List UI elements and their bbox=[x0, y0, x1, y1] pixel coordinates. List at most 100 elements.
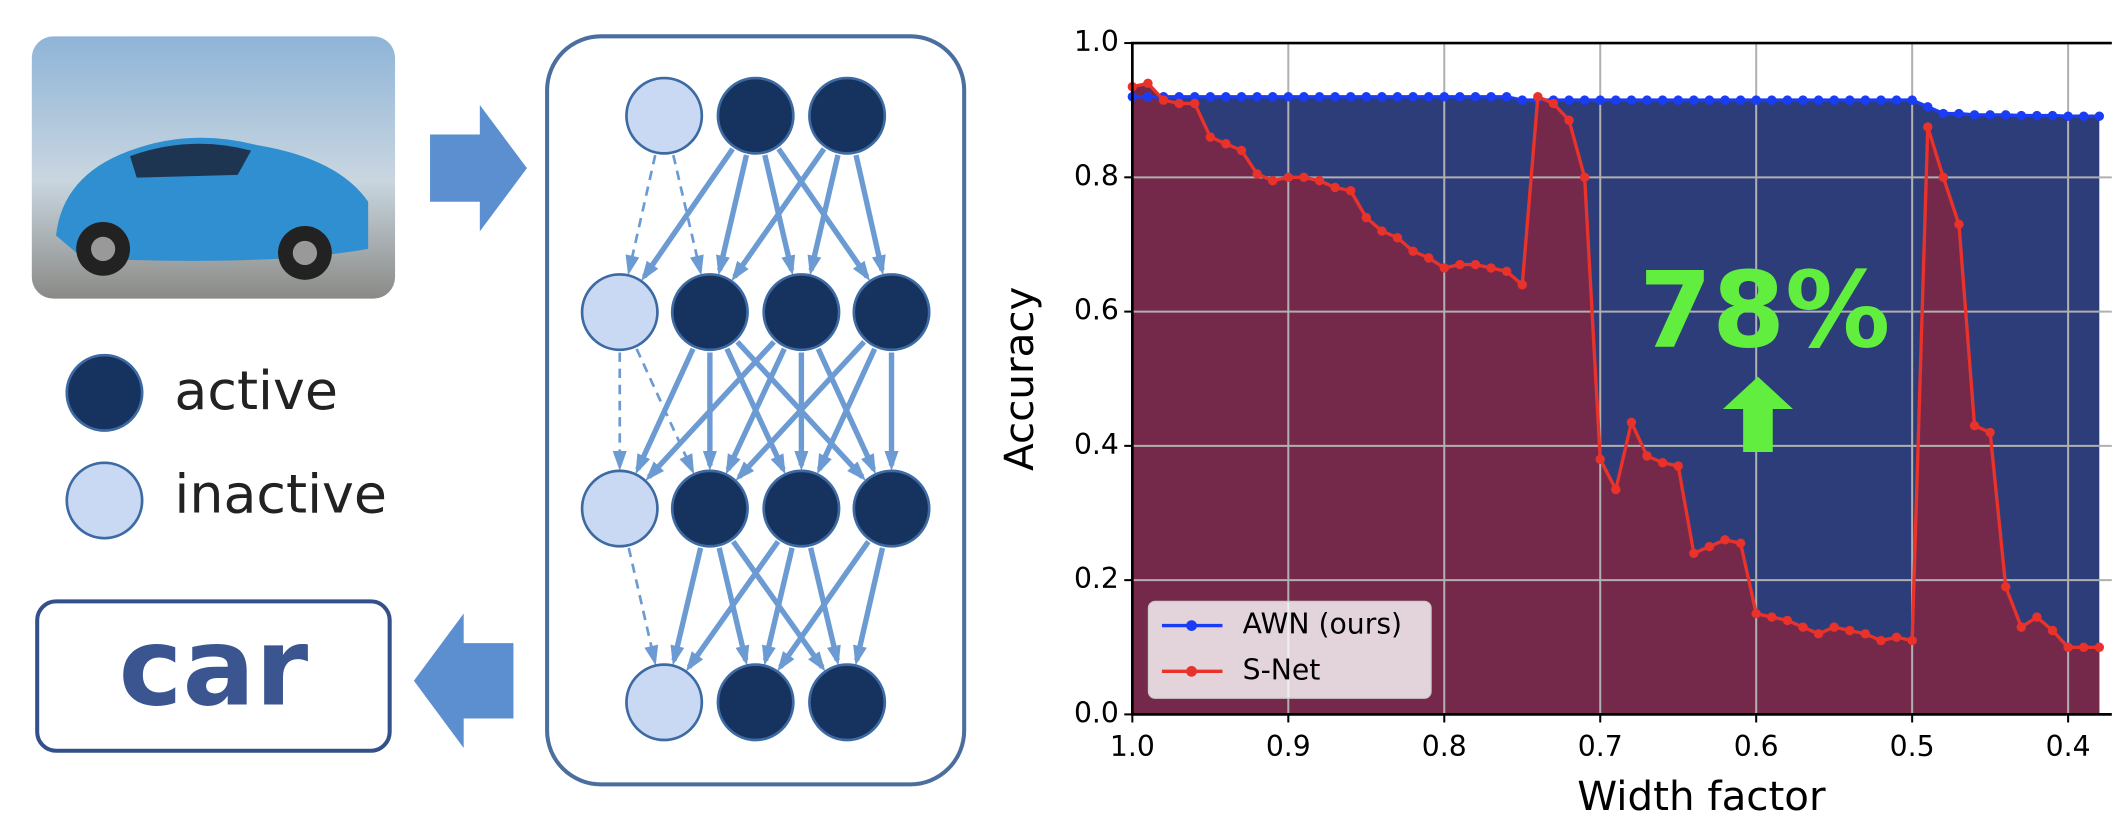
point bbox=[1673, 461, 1683, 471]
point bbox=[1314, 175, 1325, 186]
y-tick-label: 0.0 bbox=[1074, 696, 1119, 729]
point bbox=[1735, 95, 1746, 105]
point bbox=[1252, 92, 1262, 102]
input-image bbox=[31, 36, 396, 299]
edge bbox=[627, 154, 657, 271]
edge-head bbox=[884, 450, 899, 471]
point bbox=[1954, 108, 1964, 119]
point bbox=[1954, 219, 1964, 230]
inactive-node bbox=[580, 469, 659, 548]
point bbox=[1533, 92, 1543, 102]
point bbox=[1283, 172, 1294, 183]
point bbox=[1299, 92, 1309, 102]
point bbox=[1657, 457, 1668, 468]
edge-head bbox=[808, 651, 826, 672]
point bbox=[1236, 145, 1247, 156]
point bbox=[1751, 608, 1761, 619]
point bbox=[1907, 635, 1917, 646]
point bbox=[1517, 95, 1527, 105]
edge bbox=[816, 347, 878, 471]
point bbox=[2079, 111, 2089, 121]
edge bbox=[853, 154, 885, 271]
point bbox=[1330, 92, 1340, 102]
x-axis-label: Width factor bbox=[1577, 773, 1826, 818]
active-label: active bbox=[174, 359, 338, 422]
legend-active-dot bbox=[65, 353, 144, 432]
point bbox=[1190, 98, 1200, 109]
point bbox=[1938, 108, 1949, 119]
point bbox=[1969, 110, 1980, 120]
point bbox=[1423, 253, 1434, 263]
point bbox=[1876, 95, 1886, 105]
point bbox=[1611, 484, 1621, 495]
edge bbox=[762, 547, 795, 662]
point bbox=[1501, 266, 1512, 277]
point bbox=[1611, 95, 1621, 105]
point bbox=[1704, 541, 1715, 552]
point bbox=[1626, 417, 1637, 428]
edge-head bbox=[635, 453, 651, 475]
point bbox=[1143, 92, 1153, 102]
point bbox=[1845, 95, 1855, 105]
annotation-arrow bbox=[1722, 376, 1793, 453]
legend-label: AWN (ours) bbox=[1243, 608, 1402, 641]
edge bbox=[854, 547, 886, 661]
inactive-label: inactive bbox=[174, 462, 387, 525]
edge bbox=[686, 539, 781, 669]
point bbox=[1891, 95, 1902, 105]
edge-head bbox=[725, 453, 741, 475]
point bbox=[1860, 629, 1871, 639]
point bbox=[1221, 139, 1231, 149]
point bbox=[1579, 95, 1590, 105]
edge-head bbox=[645, 461, 665, 481]
active-node bbox=[852, 273, 931, 352]
active-node bbox=[762, 273, 841, 352]
y-tick-label: 1.0 bbox=[1074, 25, 1119, 58]
edge-head bbox=[861, 453, 876, 475]
point bbox=[1642, 95, 1652, 105]
edge bbox=[778, 540, 871, 669]
point bbox=[1673, 95, 1683, 105]
point bbox=[1813, 629, 1824, 639]
legend-marker bbox=[1186, 665, 1197, 677]
active-node bbox=[762, 469, 841, 548]
edge-head bbox=[670, 644, 685, 666]
edge-head bbox=[735, 644, 750, 666]
point bbox=[1158, 95, 1169, 105]
point bbox=[1564, 95, 1574, 105]
active-node bbox=[852, 469, 931, 548]
x-tick-label: 0.9 bbox=[1266, 730, 1311, 763]
point bbox=[1455, 259, 1465, 270]
point bbox=[1486, 92, 1496, 102]
y-tick-label: 0.4 bbox=[1074, 428, 1119, 461]
active-node bbox=[716, 76, 795, 155]
point bbox=[1299, 172, 1309, 183]
point bbox=[1735, 538, 1746, 548]
edge bbox=[725, 347, 787, 471]
point bbox=[2016, 110, 2027, 121]
active-node bbox=[808, 76, 887, 155]
point bbox=[2063, 642, 2073, 652]
x-tick-label: 0.8 bbox=[1422, 730, 1467, 763]
point bbox=[1626, 95, 1637, 105]
edge-head bbox=[716, 254, 730, 276]
point bbox=[1283, 92, 1294, 102]
arrow-right bbox=[430, 104, 527, 232]
point bbox=[1923, 122, 1933, 132]
point bbox=[1174, 92, 1184, 102]
point bbox=[1252, 169, 1262, 179]
point bbox=[2094, 642, 2105, 652]
point bbox=[1704, 95, 1715, 105]
x-tick-label: 0.5 bbox=[1890, 730, 1935, 763]
point bbox=[1798, 95, 1808, 105]
point bbox=[1689, 95, 1699, 105]
output-box bbox=[35, 599, 392, 753]
point bbox=[1392, 233, 1403, 243]
point bbox=[1876, 635, 1886, 646]
edge-head bbox=[612, 450, 627, 471]
point bbox=[1408, 246, 1418, 256]
point bbox=[1579, 172, 1590, 183]
point bbox=[2016, 622, 2027, 632]
edge bbox=[646, 339, 776, 479]
